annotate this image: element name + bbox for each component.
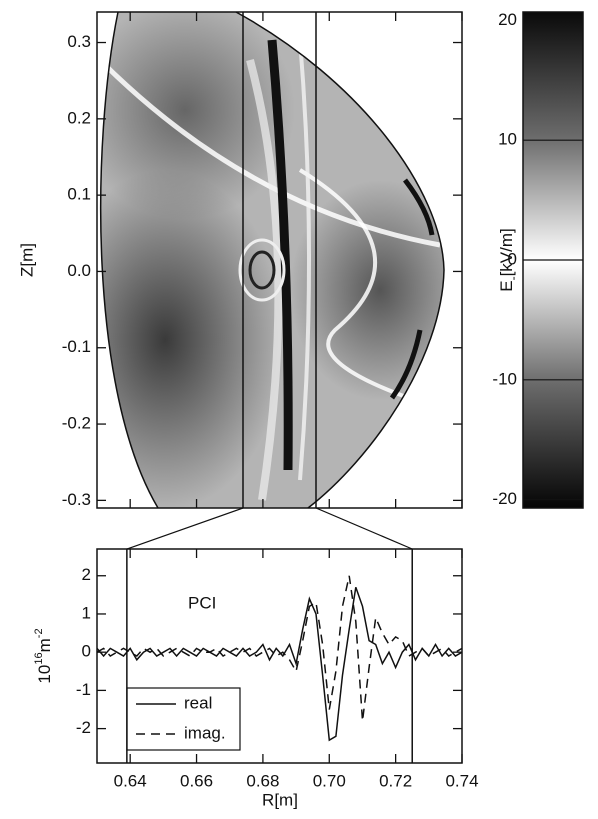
y-tick-label: 0.1	[67, 185, 91, 204]
field-ring	[238, 238, 286, 302]
x-tick-label: 0.72	[379, 771, 412, 790]
y-tick-label: 1	[82, 603, 91, 622]
connector-line	[315, 507, 413, 550]
field-streak	[267, 39, 293, 471]
field-contour	[246, 58, 283, 501]
colorbar-label: E-[kV/m]	[497, 228, 520, 292]
field-map	[100, 12, 444, 508]
y-tick-label: -0.3	[62, 490, 91, 509]
plasma-boundary	[99, 11, 445, 509]
data-line	[96, 586, 463, 742]
y-tick-label: -2	[76, 718, 91, 737]
y-tick-label: 0.0	[67, 261, 91, 280]
colorbar-tick-label: -20	[492, 489, 517, 508]
x-tick-label: 0.74	[445, 771, 478, 790]
x-tick-label: 0.68	[246, 771, 279, 790]
colorbar-tick-label: 0	[508, 249, 517, 268]
legend-box	[126, 687, 241, 751]
label-part: -	[506, 276, 520, 280]
x-tick-label: 0.64	[114, 771, 147, 790]
field-region	[290, 180, 444, 400]
field-contour	[298, 168, 444, 412]
label-part: 16	[33, 652, 45, 664]
field-streak	[403, 178, 435, 236]
field-ring	[248, 250, 276, 290]
field-contour	[100, 58, 441, 248]
label-part: 10	[35, 665, 54, 684]
legend-label: imag.	[184, 723, 226, 742]
y-tick-label: -0.1	[62, 337, 91, 356]
colorbar-tick-label: -10	[492, 369, 517, 388]
y-axis-label: 1016m-2	[33, 628, 55, 683]
x-axis-label: R[m]	[262, 790, 298, 809]
x-tick-label: 0.66	[180, 771, 213, 790]
field-streak	[389, 329, 423, 400]
y-tick-label: 0	[82, 642, 91, 661]
label-part: E	[497, 280, 516, 291]
y-tick-label: 0.2	[67, 108, 91, 127]
field-contour	[298, 39, 311, 481]
label-part: -2	[33, 628, 45, 638]
y-axis-label: Z[m]	[17, 243, 36, 277]
label-part: [kV/m]	[497, 228, 516, 276]
annotation: PCI	[188, 593, 216, 612]
x-tick-label: 0.70	[313, 771, 346, 790]
y-tick-label: 0.3	[67, 32, 91, 51]
field-region	[100, 12, 295, 220]
y-tick-label: -1	[76, 680, 91, 699]
y-tick-label: -0.2	[62, 414, 91, 433]
connector-line	[126, 507, 244, 550]
plot-frame	[96, 548, 463, 764]
colorbar-tick-label: 20	[498, 10, 517, 29]
label-part: m	[35, 638, 54, 652]
plot-frame	[96, 11, 463, 509]
y-tick-label: 2	[82, 565, 91, 584]
colorbar-tick-label: 10	[498, 130, 517, 149]
data-line	[96, 575, 463, 722]
legend-label: real	[184, 693, 212, 712]
